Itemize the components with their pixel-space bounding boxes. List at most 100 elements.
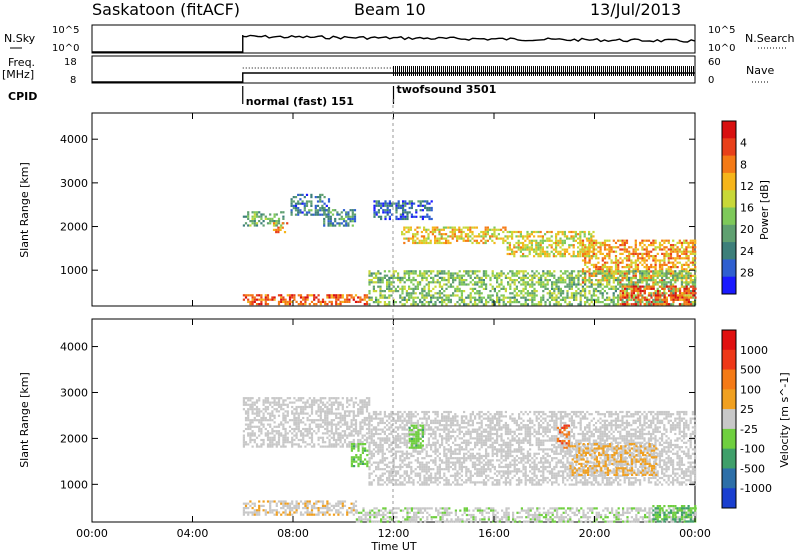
heatmap-cell	[562, 276, 565, 279]
heatmap-cell	[579, 230, 582, 234]
heatmap-cell	[273, 403, 276, 406]
heatmap-cell	[427, 410, 430, 414]
heatmap-cell	[428, 202, 431, 205]
heatmap-cell	[359, 300, 362, 303]
heatmap-cell	[654, 261, 657, 264]
heatmap-cell	[310, 300, 314, 303]
heatmap-cell	[337, 421, 340, 424]
heatmap-cell	[460, 294, 463, 297]
heatmap-cell	[581, 230, 584, 234]
heatmap-cell	[639, 270, 642, 273]
heatmap-cell	[375, 410, 378, 414]
heatmap-cell	[375, 298, 378, 301]
heatmap-cell	[299, 408, 303, 411]
heatmap-cell	[327, 198, 331, 201]
heatmap-cell	[294, 209, 298, 212]
nsky-trace	[92, 34, 696, 53]
heatmap-cell	[694, 287, 697, 290]
heatmap-cell	[403, 463, 406, 466]
heatmap-cell	[559, 237, 562, 240]
heatmap-cell	[685, 241, 688, 244]
heatmap-cell	[445, 226, 448, 229]
heatmap-cell	[321, 419, 325, 422]
heatmap-cell	[480, 296, 483, 299]
heatmap-cell	[383, 276, 386, 279]
heatmap-cell	[526, 290, 529, 293]
heatmap-cell	[414, 285, 417, 288]
heatmap-cell	[643, 252, 646, 255]
heatmap-cell	[663, 303, 666, 306]
heatmap-cell	[327, 209, 330, 212]
heatmap-cell	[359, 296, 362, 299]
heatmap-cell	[361, 436, 364, 439]
heatmap-cell	[672, 276, 675, 279]
heatmap-cell	[610, 274, 613, 277]
heatmap-cell	[425, 461, 428, 464]
heatmap-cell	[383, 410, 386, 414]
heatmap-cell	[335, 300, 338, 303]
heatmap-cell	[423, 417, 426, 420]
heatmap-cell	[447, 417, 450, 420]
heatmap-cell	[568, 274, 571, 277]
heatmap-cell	[249, 405, 252, 409]
heatmap-cell	[632, 292, 635, 295]
heatmap-cell	[430, 298, 433, 301]
heatmap-cell	[330, 300, 333, 303]
heatmap-cell	[447, 239, 450, 242]
heatmap-cell	[375, 301, 378, 304]
heatmap-cell	[559, 252, 562, 256]
heatmap-cell	[324, 403, 327, 406]
heatmap-cell	[452, 272, 455, 275]
heatmap-cell	[636, 263, 640, 266]
heatmap-cell	[341, 296, 344, 299]
heatmap-cell	[346, 434, 349, 437]
heatmap-cell	[354, 432, 358, 435]
heatmap-cell	[579, 303, 582, 306]
heatmap-cell	[643, 239, 646, 242]
colorbar-swatch	[722, 155, 736, 174]
heatmap-cell	[665, 281, 668, 284]
heatmap-cell	[286, 403, 289, 406]
heatmap-cell	[282, 414, 285, 417]
heatmap-cell	[303, 196, 306, 199]
heatmap-cell	[513, 279, 516, 282]
heatmap-cell	[454, 474, 457, 477]
heatmap-cell	[447, 285, 450, 288]
heatmap-cell	[485, 272, 488, 275]
heatmap-cell	[249, 408, 252, 411]
heatmap-cell	[654, 303, 657, 306]
heatmap-cell	[474, 270, 477, 273]
heatmap-cell	[546, 270, 549, 273]
heatmap-cell	[502, 230, 505, 234]
heatmap-cell	[402, 200, 405, 203]
heatmap-cell	[426, 215, 429, 218]
heatmap-cell	[403, 274, 406, 277]
heatmap-cell	[436, 450, 439, 453]
heatmap-cell	[612, 276, 615, 279]
heatmap-cell	[663, 263, 666, 266]
heatmap-cell	[253, 403, 256, 406]
heatmap-cell	[313, 401, 316, 404]
heatmap-cell	[305, 193, 309, 196]
heatmap-cell	[654, 274, 657, 277]
heatmap-cell	[460, 228, 463, 231]
heatmap-cell	[513, 274, 516, 277]
heatmap-cell	[438, 443, 441, 447]
heatmap-cell	[645, 303, 648, 306]
heatmap-cell	[280, 445, 283, 448]
heatmap-cell	[247, 224, 250, 227]
heatmap-cell	[351, 213, 354, 216]
heatmap-cell	[617, 303, 620, 306]
heatmap-cell	[530, 244, 533, 247]
heatmap-cell	[632, 250, 635, 253]
heatmap-cell	[590, 296, 593, 299]
heatmap-cell	[562, 279, 565, 282]
heatmap-cell	[434, 235, 437, 238]
heatmap-cell	[427, 483, 430, 486]
heatmap-cell	[386, 439, 389, 442]
heatmap-cell	[368, 481, 371, 484]
heatmap-cell	[288, 298, 292, 301]
heatmap-cell	[661, 239, 664, 242]
heatmap-cell	[678, 239, 681, 242]
heatmap-cell	[386, 428, 389, 431]
